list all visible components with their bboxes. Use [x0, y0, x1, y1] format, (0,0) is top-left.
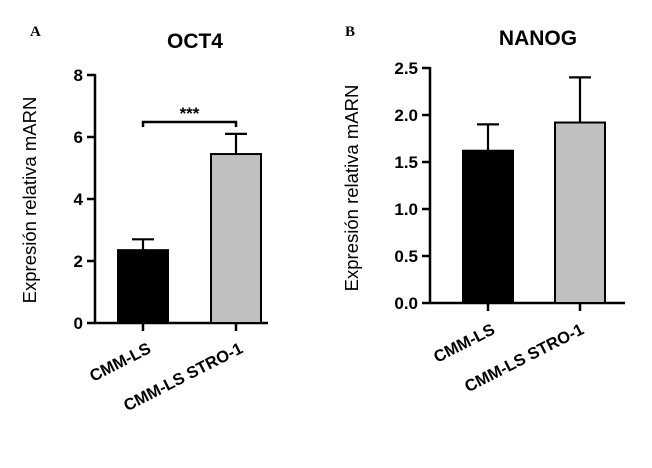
y-tick-label: 0	[74, 314, 83, 333]
panel-letter: B	[345, 24, 355, 40]
y-tick-label: 6	[74, 128, 83, 147]
y-tick-label: 0.5	[394, 247, 418, 266]
y-tick-label: 4	[74, 190, 84, 209]
bar	[117, 249, 169, 324]
y-tick-label: 0.0	[394, 294, 418, 313]
significance-bracket	[141, 120, 238, 127]
y-axis-label: Expresión relativa mARN	[19, 97, 40, 304]
chart-title: NANOG	[499, 27, 577, 50]
bar	[210, 153, 262, 324]
y-axis-label: Expresión relativa mARN	[341, 85, 362, 292]
category-label: CMM-LS	[87, 340, 154, 386]
y-tick-label: 1.5	[394, 153, 418, 172]
bar	[554, 121, 606, 304]
chart-panel-b: B NANOG Expresión relativa mARN 0.0 0.5 1.0 1.…	[341, 24, 625, 396]
y-tick-label: 1.0	[394, 200, 418, 219]
significance-label: ***	[180, 104, 200, 123]
y-tick-label: 8	[74, 66, 83, 85]
y-tick-label: 2.0	[394, 106, 418, 125]
bar	[462, 149, 514, 304]
category-label: CMM-LS	[431, 321, 498, 367]
y-tick-label: 2.5	[394, 59, 418, 78]
y-tick-label: 2	[74, 252, 83, 271]
chart-title: OCT4	[167, 30, 223, 53]
panel-letter: A	[30, 24, 41, 40]
